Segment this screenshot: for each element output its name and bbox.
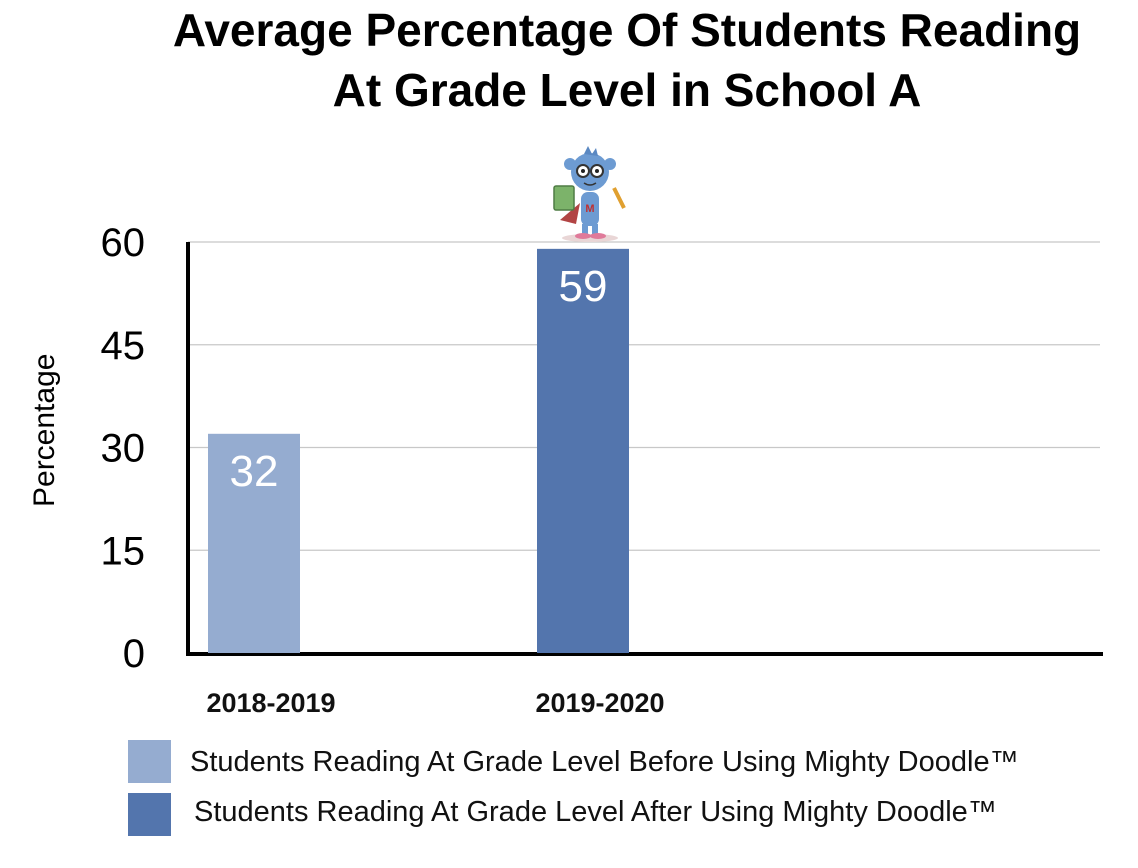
y-tick-label: 30 [101, 427, 146, 471]
y-tick-label: 60 [101, 221, 146, 265]
x-tick-label: 2019-2020 [535, 688, 664, 718]
chart-title-line-2: At Grade Level in School A [332, 64, 922, 116]
bar-2018-2019 [208, 433, 300, 653]
data-label: 59 [559, 262, 608, 311]
chart-title-line-1: Average Percentage Of Students Reading [172, 4, 1082, 56]
y-tick-label: 15 [101, 529, 146, 573]
legend-swatch-after [128, 793, 171, 836]
legend-label-after: Students Reading At Grade Level After Us… [194, 796, 997, 828]
y-axis-label: Percentage [28, 353, 61, 507]
y-tick-label: 0 [123, 632, 145, 676]
mascot-reading-character-icon: M [553, 146, 626, 242]
bar-2019-2020 [537, 248, 629, 653]
x-tick-label: 2018-2019 [206, 688, 335, 718]
data-label: 32 [230, 447, 279, 496]
legend-label-before: Students Reading At Grade Level Before U… [190, 746, 1019, 778]
y-tick-label: 45 [101, 324, 146, 368]
svg-text:M: M [585, 203, 594, 215]
legend-swatch-before [128, 740, 171, 783]
